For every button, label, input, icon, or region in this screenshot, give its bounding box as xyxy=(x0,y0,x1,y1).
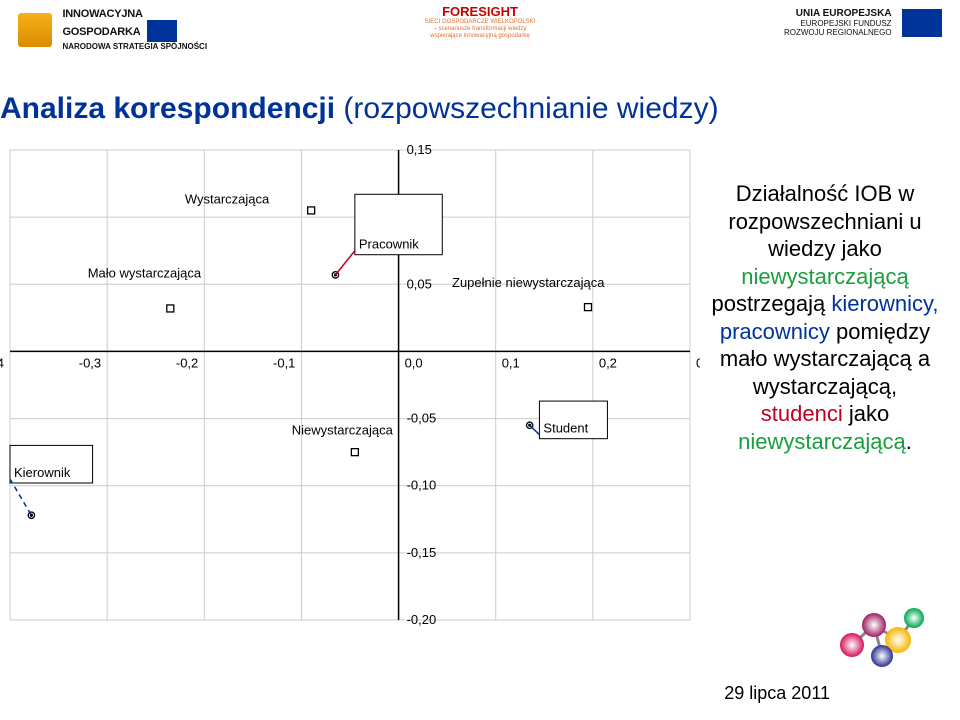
title-part-b: (rozpowszechnianie wiedzy) xyxy=(343,92,718,125)
svg-text:Pracownik: Pracownik xyxy=(359,237,419,252)
st-l6: , xyxy=(891,374,897,399)
logo-right-line1: UNIA EUROPEJSKA xyxy=(784,8,892,19)
logo-mid-line2: SIECI GOSPODARCZE WIELKOPOLSKI xyxy=(370,19,590,26)
st-l7: studenci xyxy=(761,401,843,426)
logo-left-line3: NARODOWA STRATEGIA SPÓJNOŚCI xyxy=(62,42,207,51)
svg-text:-0,05: -0,05 xyxy=(407,411,437,426)
svg-text:Student: Student xyxy=(543,421,588,436)
logo-foresight: FORESIGHT SIECI GOSPODARCZE WIELKOPOLSKI… xyxy=(370,4,590,58)
st-l8: jako xyxy=(843,401,889,426)
svg-text:Wystarczająca: Wystarczająca xyxy=(185,192,270,207)
title-part-a: Analiza korespondencji xyxy=(0,92,343,125)
slide-title: Analiza korespondencji (rozpowszechniani… xyxy=(0,92,719,126)
logo-right-line3: ROZWOJU REGIONALNEGO xyxy=(784,28,892,37)
svg-text:Kierownik: Kierownik xyxy=(14,465,71,480)
interpretation-text: Działalność IOB w rozpowszechniani u wie… xyxy=(710,180,940,455)
st-l10: . xyxy=(906,429,912,454)
eu-square-icon xyxy=(147,20,177,42)
st-l2: niewystarczającą xyxy=(741,264,909,289)
logo-right-line2: EUROPEJSKI FUNDUSZ xyxy=(784,19,892,28)
st-l1: Działalność IOB w rozpowszechniani u wie… xyxy=(728,181,921,261)
slide-date: 29 lipca 2011 xyxy=(724,683,830,704)
svg-text:Mało wystarczająca: Mało wystarczająca xyxy=(88,266,202,281)
logo-left-line2: GOSPODARKA xyxy=(62,26,140,38)
svg-text:-0,3: -0,3 xyxy=(79,355,101,370)
svg-text:0,1: 0,1 xyxy=(502,355,520,370)
svg-text:-0,15: -0,15 xyxy=(407,545,437,560)
logo-mid-line3: – scenariusze transformacji wiedzy xyxy=(370,26,590,33)
logo-mid-line1: FORESIGHT xyxy=(370,4,590,19)
svg-text:-0,10: -0,10 xyxy=(407,478,437,493)
st-l3: postrzegają xyxy=(711,291,825,316)
st-l9: niewystarczającą xyxy=(738,429,906,454)
svg-text:-0,4: -0,4 xyxy=(0,355,4,370)
logo-ue: UNIA EUROPEJSKA EUROPEJSKI FUNDUSZ ROZWO… xyxy=(742,8,942,58)
eu-flag-icon xyxy=(902,9,942,37)
header-logos: INNOWACYJNA GOSPODARKA NARODOWA STRATEGI… xyxy=(0,0,960,70)
svg-text:0,05: 0,05 xyxy=(407,276,432,291)
svg-text:-0,1: -0,1 xyxy=(273,355,295,370)
svg-text:0,0: 0,0 xyxy=(405,355,423,370)
svg-text:0,3: 0,3 xyxy=(696,355,700,370)
svg-text:0,2: 0,2 xyxy=(599,355,617,370)
logo-innowacyjna: INNOWACYJNA GOSPODARKA NARODOWA STRATEGI… xyxy=(18,8,218,58)
svg-text:0,15: 0,15 xyxy=(407,142,432,157)
cube-icon xyxy=(18,13,52,47)
svg-text:-0,20: -0,20 xyxy=(407,612,437,627)
logo-mid-line4: wspierające innowacyjną gospodarkę xyxy=(370,33,590,40)
chart-svg: -0,4 -0,3 -0,2 -0,1 0,0 0,1 0,2 0,3 -0,20 -0,15 -0… xyxy=(0,140,700,640)
svg-text:-0,2: -0,2 xyxy=(176,355,198,370)
logo-left-line1: INNOWACYJNA xyxy=(62,8,207,20)
svg-text:Zupełnie niewystarczająca: Zupełnie niewystarczająca xyxy=(452,275,605,290)
molecule-icon xyxy=(832,590,932,670)
correspondence-chart: -0,4 -0,3 -0,2 -0,1 0,0 0,1 0,2 0,3 -0,20 -0,15 -0… xyxy=(0,140,700,640)
svg-text:Niewystarczająca: Niewystarczająca xyxy=(292,423,394,438)
